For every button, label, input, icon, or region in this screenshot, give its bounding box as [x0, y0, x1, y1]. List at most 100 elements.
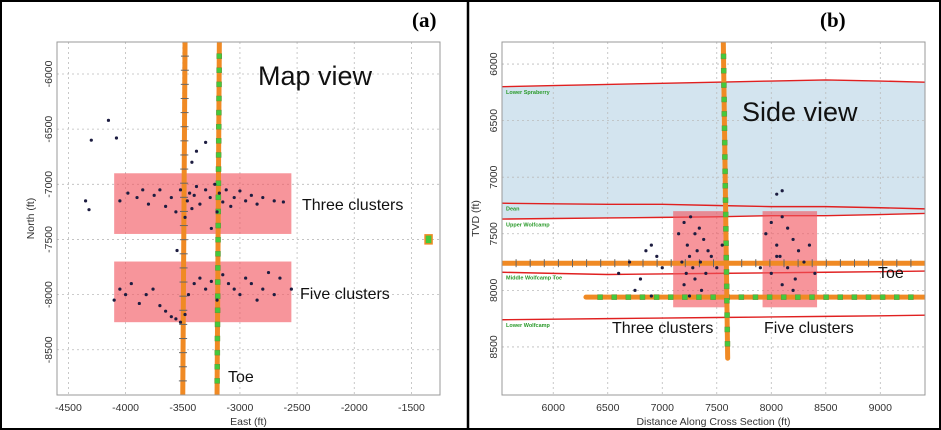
stage-marker — [780, 294, 787, 300]
y-tick-label: 8500 — [488, 335, 500, 359]
event-point — [272, 199, 276, 203]
event-point — [780, 189, 784, 193]
event-point — [198, 202, 202, 206]
stage-marker — [738, 294, 745, 300]
event-point — [644, 249, 648, 253]
stage-marker — [720, 67, 727, 74]
event-point — [272, 293, 276, 297]
event-point — [178, 320, 183, 324]
horizon-line — [502, 202, 925, 210]
stage-marker — [722, 197, 729, 203]
event-point — [174, 317, 178, 321]
y-tick-label: -7000 — [43, 171, 55, 198]
x-tick-label: 6000 — [542, 402, 566, 414]
event-point — [682, 220, 686, 225]
event-point — [123, 293, 128, 297]
event-point — [786, 266, 790, 270]
stage-marker — [214, 307, 221, 314]
panel-label: (b) — [820, 8, 846, 32]
event-point — [693, 277, 697, 281]
event-point — [204, 140, 208, 144]
stage-marker — [722, 182, 729, 189]
event-point — [186, 293, 191, 297]
event-point — [215, 210, 219, 214]
event-point — [221, 200, 225, 204]
stage-marker — [721, 96, 727, 103]
event-point — [706, 249, 710, 253]
annotation: Toe — [228, 369, 254, 386]
x-tick-label: 8000 — [760, 402, 784, 414]
x-axis-title: Distance Along Cross Section (ft) — [636, 416, 790, 428]
event-point — [249, 281, 253, 286]
event-point — [691, 266, 695, 270]
stage-marker — [216, 109, 222, 116]
y-axis-title: North (ft) — [25, 198, 37, 239]
event-point — [112, 298, 116, 302]
stage-marker — [721, 82, 727, 88]
event-point — [699, 288, 704, 292]
stage-marker — [216, 95, 222, 102]
stage-marker — [721, 125, 728, 131]
event-point — [769, 220, 773, 225]
event-point — [266, 270, 271, 275]
event-point — [146, 202, 151, 206]
event-point — [89, 138, 93, 142]
event-point — [685, 243, 689, 247]
event-point — [802, 260, 806, 264]
event-point — [261, 195, 265, 200]
event-point — [169, 195, 173, 200]
stage-marker — [214, 364, 220, 370]
y-tick-label: 8000 — [488, 279, 500, 303]
event-point — [151, 287, 155, 291]
stage-marker — [611, 294, 617, 300]
stage-marker — [667, 294, 674, 300]
stage-marker — [837, 294, 843, 300]
event-point — [221, 273, 225, 277]
stage-marker — [823, 294, 829, 300]
x-tick-label: 8500 — [814, 402, 838, 414]
stage-marker — [625, 294, 632, 300]
event-point — [209, 279, 213, 283]
plot-content — [57, 42, 440, 395]
annotation: Three clusters — [302, 197, 403, 214]
plots: -4500 -4000 -3500 -3000 -2500 -2000 -1500 -6000… — [25, 41, 926, 428]
event-point — [780, 215, 784, 219]
stage-marker — [721, 139, 728, 146]
event-point — [689, 215, 693, 219]
event-point — [204, 287, 208, 291]
x-tick-label: -1500 — [398, 402, 425, 414]
event-point — [183, 312, 187, 317]
plot-frame — [501, 41, 926, 396]
event-point — [693, 232, 697, 236]
y-tick-label: -8500 — [43, 336, 55, 363]
formation-shade — [502, 79, 925, 220]
stage-marker — [908, 294, 914, 300]
stage-marker — [215, 194, 222, 201]
event-point — [649, 243, 653, 247]
stage-marker — [215, 222, 221, 229]
event-point — [178, 188, 183, 192]
stage-marker — [865, 294, 872, 300]
event-point — [758, 266, 762, 270]
stage-marker — [710, 294, 716, 300]
stage-marker — [214, 293, 221, 299]
event-point — [702, 237, 706, 242]
event-point — [224, 188, 228, 192]
stage-marker — [721, 111, 728, 117]
stage-marker — [723, 226, 729, 232]
event-point — [114, 136, 119, 140]
y-tick-label: 6500 — [488, 109, 500, 133]
event-point — [144, 293, 148, 297]
x-tick-label: 6500 — [596, 402, 620, 414]
y-tick-label: 7500 — [488, 222, 500, 246]
stage-marker — [214, 378, 220, 384]
y-tick-label: 7000 — [488, 165, 500, 189]
event-point — [687, 294, 692, 298]
stage-marker — [724, 297, 730, 304]
event-point — [697, 226, 701, 230]
stage-marker — [216, 67, 222, 73]
stage-marker — [215, 152, 222, 158]
stage-marker — [216, 81, 222, 88]
event-point — [660, 266, 664, 270]
y-axis-title: TVD (ft) — [470, 200, 482, 237]
